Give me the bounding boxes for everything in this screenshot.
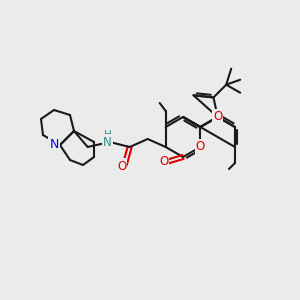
Text: O: O [196,140,205,154]
Text: O: O [117,160,126,172]
Text: N: N [103,136,112,148]
Text: H: H [104,130,112,140]
Text: O: O [159,155,168,168]
Text: N: N [49,137,59,151]
Text: O: O [213,110,222,124]
